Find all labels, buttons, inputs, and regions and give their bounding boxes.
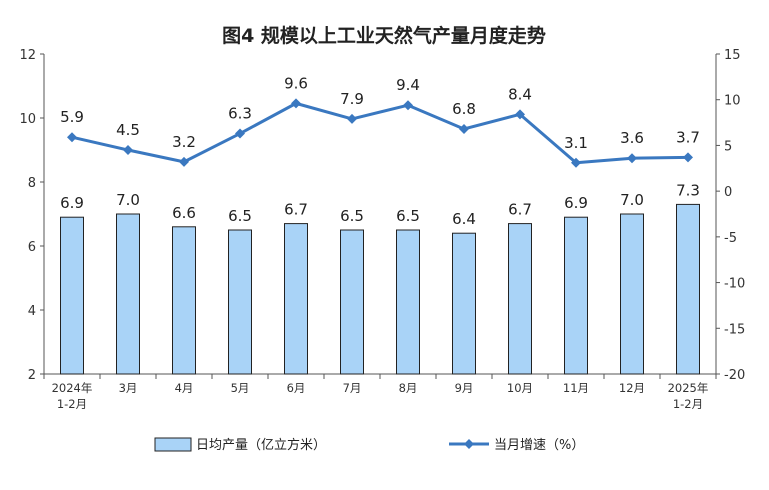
bar-data-label: 6.5	[396, 207, 420, 225]
x-tick-label: 12月	[619, 381, 645, 395]
bar	[228, 229, 252, 375]
line-data-label: 9.6	[284, 74, 308, 92]
bar-data-label: 6.5	[228, 207, 252, 225]
bar	[508, 223, 532, 375]
x-tick-label: 2025年	[668, 381, 709, 395]
line-point	[67, 132, 77, 143]
bar-data-label: 7.0	[620, 191, 644, 209]
y-right-tick-label: 10	[724, 94, 741, 109]
bar	[452, 232, 476, 375]
bar-labels: 6.9 7.0 6.6 6.5 6.7 6.5 6.5 6.4 6.7 6.9 7.0 7.3	[60, 181, 700, 228]
line-point	[683, 152, 693, 163]
line-point	[571, 157, 581, 168]
x-tick-label: 11月	[563, 381, 589, 395]
y-right-tick-label: -10	[724, 277, 745, 292]
bar-data-label: 6.7	[284, 201, 308, 219]
y-right-tick-label: -20	[724, 368, 745, 383]
line-data-label: 4.5	[116, 121, 140, 139]
bar	[396, 229, 420, 375]
x-tick-label: 4月	[175, 381, 194, 395]
y-right-tick-label: -5	[724, 231, 737, 246]
x-tick-label: 7月	[343, 381, 362, 395]
bar-data-label: 6.9	[60, 194, 84, 212]
y-right-tick-label: 15	[724, 48, 741, 63]
bar-data-label: 6.9	[564, 194, 588, 212]
line-data-label: 3.6	[620, 129, 644, 147]
legend-line-marker	[464, 439, 474, 449]
line-data-label: 5.9	[60, 108, 84, 126]
line-point	[291, 98, 301, 109]
line-data-label: 6.8	[452, 100, 476, 118]
bar-data-label: 7.0	[116, 191, 140, 209]
bar-data-label: 6.7	[508, 201, 532, 219]
x-tick-label: 8月	[399, 381, 418, 395]
line-point	[515, 109, 525, 120]
bar	[284, 223, 308, 375]
line-series	[67, 98, 693, 168]
bar-data-label: 6.6	[172, 204, 196, 222]
y-left-tick-label: 4	[28, 304, 36, 319]
line-point	[459, 123, 469, 134]
bar	[172, 226, 196, 375]
bar	[340, 229, 364, 375]
x-tick-labels: 2024年 1-2月 3月 4月 5月 6月 7月 8月 9月 10月 11月 12月 2025年 1-2…	[52, 381, 709, 411]
line-point	[123, 145, 133, 155]
line-point	[179, 156, 189, 167]
x-tick-label: 9月	[455, 381, 474, 395]
y-right-tick-label: -15	[724, 322, 745, 337]
x-tick-label: 1-2月	[673, 397, 703, 411]
bar	[60, 216, 84, 375]
bar	[620, 213, 644, 375]
y-right-tick-label: 5	[724, 139, 732, 154]
line-data-label: 3.1	[564, 134, 588, 152]
bar-data-label: 7.3	[676, 181, 700, 199]
bar	[564, 216, 588, 375]
x-tick-label: 1-2月	[57, 397, 87, 411]
legend-bar-swatch	[154, 437, 192, 452]
line-data-label: 7.9	[340, 90, 364, 108]
bars	[60, 203, 700, 375]
legend: 日均产量（亿立方米） 当月增速（%）	[154, 437, 584, 453]
line-data-label: 3.7	[676, 128, 700, 146]
y-left-tick-label: 8	[28, 176, 36, 191]
y-left-tick-label: 12	[19, 48, 36, 63]
x-tick-label: 2024年	[52, 381, 93, 395]
axes: 2 4 6 8 10 12 -20 -15 -10 -5 0 5 10 15	[19, 48, 745, 383]
bar-data-label: 6.5	[340, 207, 364, 225]
bar-data-label: 6.4	[452, 210, 476, 228]
line-data-label: 9.4	[396, 76, 420, 94]
line-point	[347, 113, 357, 124]
line-point	[627, 153, 637, 164]
x-tick-label: 10月	[507, 381, 533, 395]
legend-bar-label: 日均产量（亿立方米）	[196, 437, 326, 453]
x-tick-label: 3月	[119, 381, 138, 395]
legend-line-label: 当月增速（%）	[494, 438, 584, 453]
bar	[676, 203, 700, 375]
x-tick-label: 5月	[231, 381, 250, 395]
line-point	[403, 100, 413, 111]
line-data-label: 6.3	[228, 105, 252, 123]
line-data-label: 3.2	[172, 133, 196, 151]
y-left-tick-label: 2	[28, 368, 36, 383]
x-tick-label: 6月	[287, 381, 306, 395]
y-right-tick-label: 0	[724, 185, 732, 200]
series-line	[71, 101, 689, 165]
line-labels: 5.9 4.5 3.2 6.3 9.6 7.9 9.4 6.8 8.4 3.1 3.6 3.7	[60, 74, 700, 151]
line-point	[235, 128, 245, 139]
y-left-tick-label: 6	[28, 240, 36, 255]
chart-title: 图4 规模以上工业天然气产量月度走势	[222, 24, 546, 47]
y-left-tick-label: 10	[19, 112, 36, 127]
line-data-label: 8.4	[508, 85, 532, 103]
bar	[116, 213, 140, 375]
